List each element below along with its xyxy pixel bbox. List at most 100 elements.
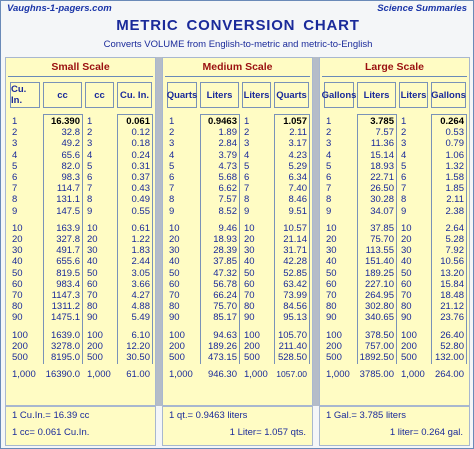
- column-rule: [200, 114, 201, 364]
- table-cell: 1.58: [445, 172, 465, 183]
- column-header: Gallons: [431, 82, 466, 108]
- table-cell: 26.40: [440, 329, 464, 341]
- table-cell: 7: [244, 183, 250, 195]
- table-cell: 82.0: [61, 160, 81, 172]
- table-cell: 30: [169, 245, 180, 257]
- table-cell: 200: [169, 340, 185, 352]
- table-cell: 2.38: [445, 205, 465, 217]
- table-cell: 9: [87, 205, 93, 217]
- table-cell: 10.56: [440, 256, 464, 268]
- table-cell: 73.99: [283, 290, 307, 301]
- table-cell: 7: [12, 183, 18, 195]
- table-cell: 189.26: [207, 340, 237, 352]
- table-cell: 50: [326, 267, 337, 279]
- table-cell: 1147.3: [51, 290, 80, 301]
- table-cell: 189.25: [364, 267, 394, 279]
- table-cell: 20: [87, 234, 98, 245]
- table-cell: 1.85: [445, 183, 465, 195]
- table-cell: 5: [169, 160, 175, 172]
- table-cell: 13.20: [440, 267, 464, 279]
- table-cell: 65.6: [61, 149, 81, 161]
- column-rule: [274, 114, 309, 115]
- table-cell: 100: [326, 329, 342, 341]
- table-cell: 6.34: [288, 172, 308, 183]
- table-cell: 340.65: [364, 312, 394, 324]
- scale-divider: [8, 76, 153, 77]
- table-cell: 819.5: [56, 267, 80, 279]
- column-rule: [239, 114, 240, 364]
- table-cell: 3278.0: [50, 340, 80, 352]
- table-cell: 1.057: [283, 116, 307, 127]
- table-cell: 80: [12, 301, 23, 313]
- column-rule: [117, 114, 152, 115]
- table-cell: 2.64: [445, 222, 465, 234]
- table-cell: 0.9463: [207, 116, 237, 127]
- table-cell: 75.70: [213, 301, 237, 313]
- table-cell: 528.50: [277, 352, 307, 363]
- table-cell: 40: [244, 256, 255, 268]
- table-cell: 50: [401, 267, 412, 279]
- table-cell: 1: [87, 116, 93, 127]
- table-cell: 1.83: [131, 245, 151, 257]
- table-cell: 1,000: [12, 369, 36, 381]
- table-cell: 8: [244, 194, 250, 206]
- table-cell: 227.10: [364, 278, 394, 290]
- table-cell: 6: [326, 172, 332, 183]
- table-cell: 6: [244, 172, 250, 183]
- table-cell: 7.40: [288, 183, 308, 195]
- table-cell: 3: [12, 138, 18, 150]
- footnote-line: 1 cc= 0.061 Cu.In.: [12, 427, 90, 438]
- table-cell: 50: [169, 267, 180, 279]
- table-cell: 30.28: [370, 194, 394, 206]
- table-cell: 42.28: [283, 256, 307, 268]
- table-cell: 1475.1: [50, 312, 80, 324]
- table-cell: 7: [87, 183, 93, 195]
- table-cell: 8: [87, 194, 93, 206]
- table-cell: 31.71: [283, 245, 307, 257]
- table-cell: 757.00: [364, 340, 394, 352]
- table-cell: 94.63: [213, 329, 237, 341]
- table-cell: 3: [87, 138, 93, 150]
- table-cell: 655.6: [56, 256, 80, 268]
- table-cell: 70: [401, 290, 412, 301]
- table-cell: 7.57: [375, 127, 395, 139]
- table-cell: 0.61: [131, 222, 151, 234]
- table-cell: 70: [326, 290, 337, 301]
- table-cell: 1639.0: [50, 329, 80, 341]
- small-scale-panel: Small Scale Cu. In. cc cc Cu. In. 1 16.390 2 32…: [5, 57, 156, 406]
- column-rule: [431, 114, 432, 364]
- table-cell: 1,000: [244, 369, 268, 381]
- table-cell: 30.50: [126, 352, 150, 363]
- table-cell: 0.43: [131, 183, 151, 195]
- table-cell: 10: [401, 222, 412, 234]
- table-cell: 500: [87, 352, 103, 363]
- table-cell: 2: [401, 127, 407, 139]
- table-cell: 40: [169, 256, 180, 268]
- table-cell: 80: [326, 301, 337, 313]
- scale-divider: [165, 76, 310, 77]
- table-cell: 10.57: [283, 222, 307, 234]
- table-cell: 98.3: [61, 172, 81, 183]
- column-rule: [82, 114, 83, 364]
- table-cell: 2: [169, 127, 175, 139]
- table-cell: 10: [87, 222, 98, 234]
- table-cell: 61.00: [126, 369, 150, 381]
- table-cell: 3.05: [131, 267, 151, 279]
- table-cell: 2.84: [218, 138, 238, 150]
- column-rule: [43, 114, 82, 115]
- table-cell: 4: [401, 149, 407, 161]
- table-cell: 84.56: [283, 301, 307, 313]
- table-cell: 10: [12, 222, 23, 234]
- table-cell: 75.70: [370, 234, 394, 245]
- table-cell: 34.07: [370, 205, 394, 217]
- column-rule: [200, 114, 239, 115]
- table-cell: 0.49: [131, 194, 151, 206]
- table-cell: 5: [12, 160, 18, 172]
- panel-gutter: [313, 57, 319, 406]
- table-cell: 2.44: [131, 256, 151, 268]
- table-cell: 5.28: [445, 234, 465, 245]
- table-cell: 3: [169, 138, 175, 150]
- table-cell: 9: [401, 205, 407, 217]
- table-cell: 8.52: [218, 205, 238, 217]
- table-cell: 60: [326, 278, 337, 290]
